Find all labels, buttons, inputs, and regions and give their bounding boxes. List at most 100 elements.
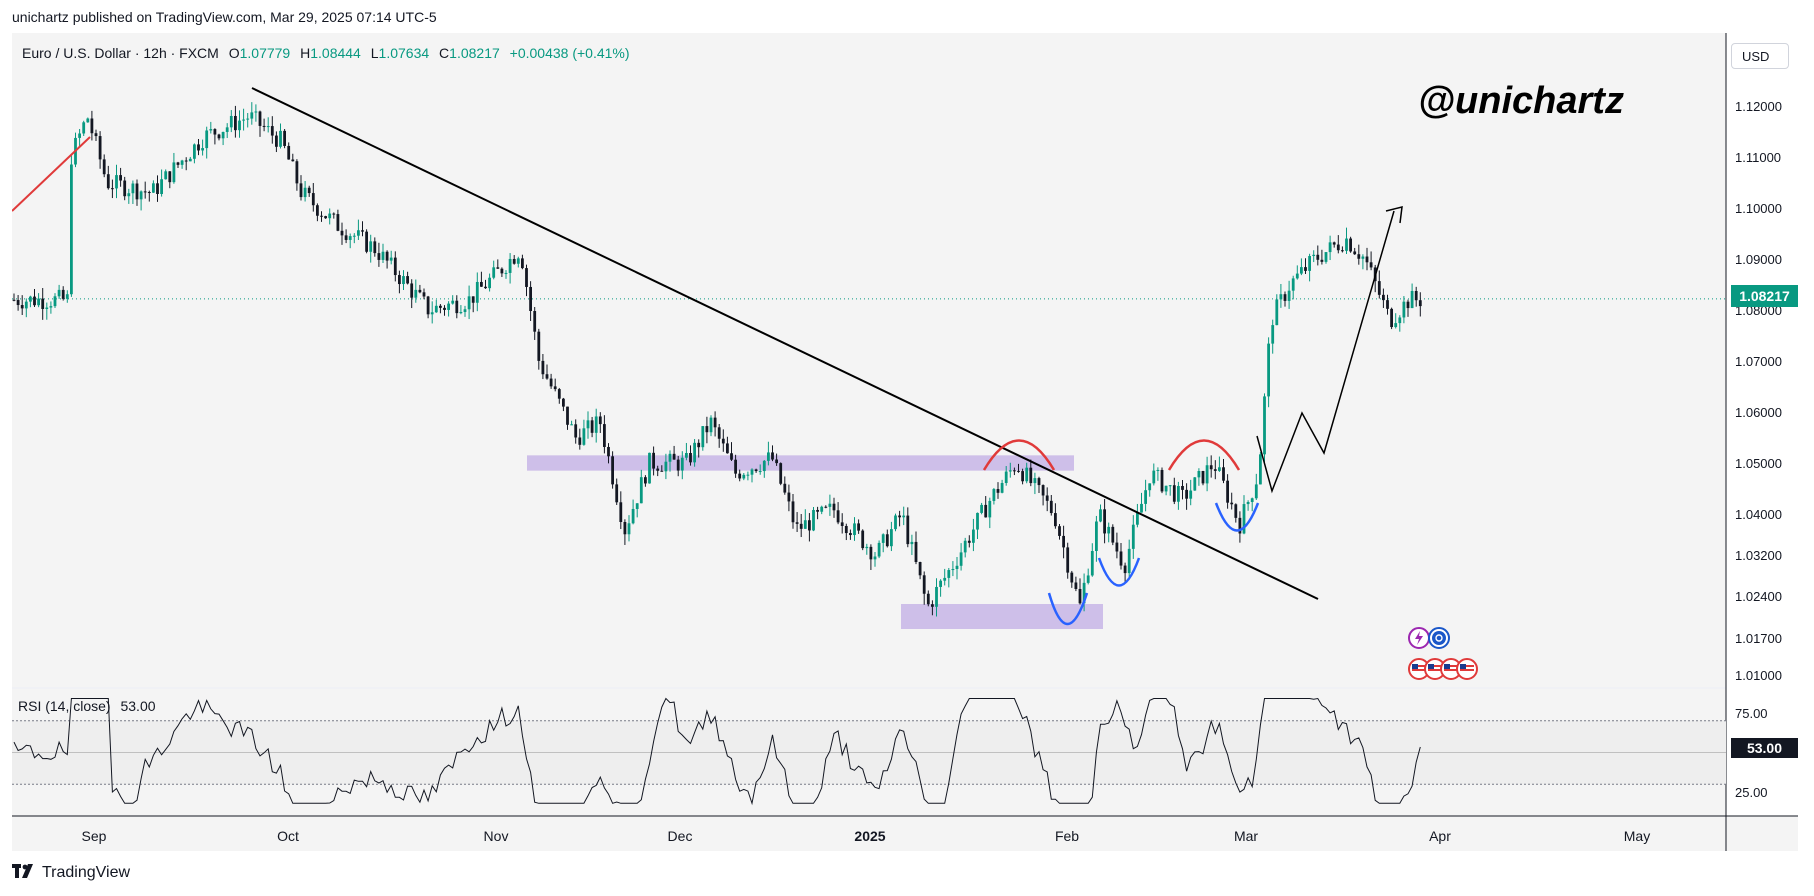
candle-body [615,484,619,503]
candle-body [1140,503,1143,513]
candle-body [348,236,352,240]
time-tick-label: Apr [1429,828,1451,844]
candle-body [451,300,455,304]
candle-body [1111,526,1115,543]
candle-body [193,144,196,159]
candle-body [947,570,951,578]
chart-canvas[interactable]: 1.120001.110001.100001.090001.080001.070… [12,33,1798,851]
candle-body [160,179,163,195]
time-tick-label: Mar [1234,828,1258,844]
candle-body [361,230,364,232]
globe-icon[interactable] [1428,627,1450,649]
price-tick-label: 1.10000 [1735,201,1782,216]
symbol-name[interactable]: Euro / U.S. Dollar · 12h · FXCM [22,45,219,61]
candle-body [861,530,865,549]
candle-body [738,473,742,479]
us-flag-icon[interactable] [1456,658,1478,680]
close-value: 1.08217 [449,45,500,61]
candle-body [1382,294,1385,301]
candle-body [262,125,266,127]
chart-frame[interactable]: 1.12000 1.11000 1.10000 1.09000 1.08000 1.070… [12,33,1798,851]
candle-body [291,159,295,162]
candle-body [972,529,975,543]
publish-line: unichartz published on TradingView.com, … [12,9,437,25]
rsi-legend[interactable]: RSI (14, close) 53.00 [18,698,156,714]
candle-body [566,406,569,425]
candle-body [779,463,783,484]
candle-body [1361,256,1365,259]
candle-body [648,452,651,484]
candle-body [1390,308,1393,328]
projection-arrowhead [1385,206,1403,224]
candle-body [906,515,910,545]
price-tick-label: 1.01000 [1735,668,1782,683]
candle-body [574,424,578,438]
downtrend-line [251,87,1319,600]
candle-body [672,453,676,460]
time-tick-label: Nov [484,828,509,844]
price-tick-label: 1.09000 [1735,252,1782,267]
currency-button[interactable]: USD [1731,43,1789,69]
candle-body [53,296,57,307]
rsi-label[interactable]: RSI (14, close) [18,698,111,714]
candle-body [106,174,110,189]
candle-body [471,296,475,303]
candle-body [967,540,971,543]
candle-body [1250,498,1254,502]
symbol-legend[interactable]: Euro / U.S. Dollar · 12h · FXCM O1.07779… [22,45,630,61]
candle-body [1123,565,1127,574]
candle-body [1410,290,1414,309]
candle-body [1406,301,1410,309]
candle-body [283,130,286,146]
candle-body [1418,300,1422,307]
candle-body [1144,490,1147,504]
candle-body [455,300,459,314]
candle-body [1013,470,1016,472]
candle-body [414,289,418,298]
candle-body [627,523,631,535]
candle-body [369,241,373,252]
candle-body [808,520,811,531]
candle-body [902,515,906,518]
candle-body [926,593,930,605]
time-tick-label: Feb [1055,828,1079,844]
high-label: H [300,45,311,61]
candle-body [582,428,586,445]
candle-body [90,118,94,134]
candle-body [689,452,692,463]
candle-body [680,457,684,471]
candle-body [65,294,69,299]
last-price-badge: 1.08217 [1731,285,1798,307]
candle-body [1197,470,1201,478]
candle-body [549,378,553,387]
bottom-arc [1047,592,1089,626]
candle-body [488,277,491,289]
candle-body [730,453,733,460]
candle-body [430,312,434,315]
candle-body [1095,521,1098,552]
candle-body [1152,470,1156,484]
candle-body [578,437,582,445]
candle-body [1168,485,1172,487]
candle-body [180,160,184,165]
time-tick-label: May [1624,828,1650,844]
candle-body [381,251,385,260]
tradingview-brand[interactable]: TradingView [12,864,130,882]
candle-body [639,477,643,504]
candle-body [24,301,28,309]
candle-body [475,281,479,303]
candle-body [676,459,680,471]
candle-body [439,305,442,308]
candle-body [668,453,672,462]
candle-body [1181,486,1184,490]
rsi-line [13,697,1421,806]
candle-body [918,562,922,576]
candle-body [299,183,303,198]
lightning-icon[interactable] [1408,627,1430,649]
candle-body [799,523,803,529]
candle-body [754,469,758,472]
candle-body [82,122,86,134]
candle-body [307,187,311,194]
candle-body [955,565,959,570]
candle-body [131,183,135,194]
